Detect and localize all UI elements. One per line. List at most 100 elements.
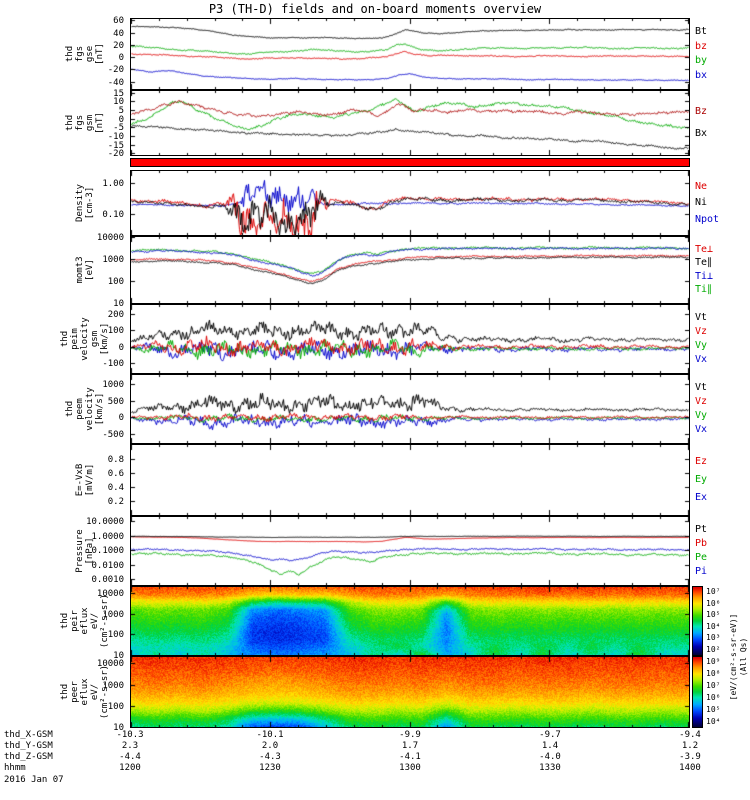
y-tick-label: -5 xyxy=(113,123,124,134)
series-legend-label: Vx xyxy=(695,354,708,365)
panel-y-axis-title-line: peem xyxy=(75,398,85,420)
panel-y-axis-title: thd peim velocity gsm [km/s] xyxy=(59,304,111,374)
x-tick-value: 1.4 xyxy=(541,741,559,751)
panel-y-axis-title-line: eV/ xyxy=(90,612,100,630)
colorbar-tick-label: 10⁶ xyxy=(706,598,721,608)
y-tick-label: -40 xyxy=(107,77,124,88)
series-legend-label: Ti∥ xyxy=(695,284,713,296)
series-legend-label: Vt xyxy=(695,312,708,323)
series-legend-label: Vz xyxy=(695,396,708,407)
panel-y-axis-title-line: eflux xyxy=(80,607,90,635)
series-legend-label: bx xyxy=(695,69,708,81)
y-tick-label: 0 xyxy=(118,114,124,125)
y-tick-label: 0.1000 xyxy=(91,546,124,557)
y-tick-label: 0.0010 xyxy=(91,575,124,586)
panel-y-axis-title: thd peem velocity [km/s] xyxy=(64,374,106,444)
y-tick-label: 0.8 xyxy=(107,455,124,465)
y-tick-label: 20 xyxy=(113,40,124,51)
y-tick-label: 200 xyxy=(107,310,124,320)
x-axis-row-label: hhmm xyxy=(4,763,26,773)
series-legend-label: Ex xyxy=(695,492,708,503)
series-legend-label: Bz xyxy=(695,106,708,117)
colorbar xyxy=(692,586,703,656)
panel-efield xyxy=(130,444,690,516)
y-tick-label: 10.0000 xyxy=(86,517,124,528)
panel-y-axis-title: Pressure [nPa] xyxy=(74,516,96,586)
panel-y-axis-title-line: E=-VxB xyxy=(75,463,85,497)
colorbar-tick-label: 10⁶ xyxy=(706,693,721,702)
x-tick-value: 1200 xyxy=(119,763,141,773)
colorbar-tick-label: 10⁵ xyxy=(706,610,721,620)
panel-pressure xyxy=(130,516,690,586)
series-legend-label: Vy xyxy=(695,340,708,351)
panel-pressure-canvas xyxy=(131,517,689,585)
x-tick-value: 1.7 xyxy=(401,741,419,751)
colorbar-tick-label: 10⁴ xyxy=(706,717,721,726)
panel-y-axis-title: Density [cm-3] xyxy=(74,170,96,236)
panel-y-axis-title-line: peim xyxy=(70,328,80,350)
panel-y-axis-title-line: fgs xyxy=(75,45,85,63)
series-legend-label: Ne xyxy=(695,180,708,192)
panel-y-axis-title-line: thd xyxy=(65,400,75,418)
panel-spec-e xyxy=(130,656,690,728)
y-tick-label: -500 xyxy=(102,429,124,440)
colorbar-gradient xyxy=(693,657,702,727)
panel-y-axis-title-line: peer xyxy=(70,681,80,703)
panel-density-canvas xyxy=(131,171,689,235)
panel-temp xyxy=(130,236,690,304)
x-axis-row-label: thd_X-GSM xyxy=(4,730,53,740)
panel-y-axis-title-line: fgs xyxy=(75,114,85,132)
panel-y-axis-title-line: gsm xyxy=(85,114,95,132)
panel-y-axis-title-line: thd xyxy=(65,114,75,132)
x-tick-value: -10.1 xyxy=(256,730,284,740)
y-tick-label: -20 xyxy=(107,149,124,160)
y-tick-label: 0.10 xyxy=(102,209,124,220)
panel-y-axis-title: thd fgs gsm [nT] xyxy=(64,90,106,156)
y-tick-label: 1000 xyxy=(102,380,124,391)
series-legend-label: Bt xyxy=(695,26,708,38)
colorbar-tick-label: 10⁴ xyxy=(706,621,721,631)
panel-y-axis-title-line: [cm-3] xyxy=(85,186,95,220)
y-tick-label: 40 xyxy=(113,28,124,39)
y-tick-label: 10 xyxy=(113,97,124,108)
series-legend-label: Ti⊥ xyxy=(695,270,714,282)
panel-y-axis-title: thd peer eflux eV/(cm²-s-sr) xyxy=(59,656,111,728)
panel-fgs-gse-canvas xyxy=(131,19,689,89)
y-tick-label: 500 xyxy=(107,396,124,407)
y-tick-label: 5 xyxy=(118,106,124,117)
series-legend-label: Ez xyxy=(695,456,708,467)
panel-temp-canvas xyxy=(131,237,689,303)
y-tick-label: 10000 xyxy=(96,659,124,670)
colorbar-gradient xyxy=(693,587,702,655)
x-tick-value: -10.3 xyxy=(116,730,144,740)
y-tick-label: -100 xyxy=(102,359,124,370)
panel-y-axis-title-line: (cm²-s-sr) xyxy=(100,664,110,720)
panel-y-axis-title-line: thd xyxy=(65,45,75,63)
y-tick-label: 10 xyxy=(113,299,124,309)
panel-y-axis-title-line: thd xyxy=(60,330,70,348)
y-tick-label: -20 xyxy=(107,65,124,76)
y-tick-label: 100 xyxy=(107,277,124,287)
x-tick-value: -4.0 xyxy=(539,752,561,762)
x-tick-value: 1330 xyxy=(539,763,561,773)
x-tick-value: -4.3 xyxy=(259,752,281,762)
series-legend-label: Npot xyxy=(695,213,720,225)
y-tick-label: 100 xyxy=(107,326,124,337)
panel-y-axis-title-line: momt3 xyxy=(75,256,85,284)
x-tick-value: 1300 xyxy=(399,763,421,773)
x-tick-value: 1.2 xyxy=(681,741,699,751)
y-tick-label: 0 xyxy=(118,342,124,353)
panel-vel-i xyxy=(130,304,690,374)
colorbar-tick-label: 10⁷ xyxy=(706,681,721,690)
colorbar-tick-label: 10⁸ xyxy=(706,669,721,678)
y-tick-label: 1000 xyxy=(102,680,124,691)
panel-y-axis-title-line: (cm²-s-sr) xyxy=(100,593,110,649)
panel-y-axis-title-line: thd xyxy=(60,683,70,701)
x-axis-row-label: thd_Y-GSM xyxy=(4,741,53,751)
y-tick-label: 0.4 xyxy=(107,483,124,493)
series-legend-label: Te⊥ xyxy=(695,243,714,255)
series-legend-label: Vx xyxy=(695,424,708,435)
y-tick-label: 10 xyxy=(113,651,124,661)
panel-y-axis-title-line: peir xyxy=(70,610,80,632)
